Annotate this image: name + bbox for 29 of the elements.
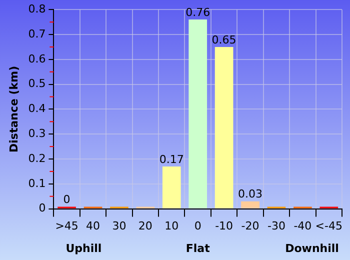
data-label: 0.17 bbox=[159, 152, 184, 166]
x-tick-label: 0 bbox=[194, 219, 202, 232]
x-tick-label: 10 bbox=[164, 219, 179, 232]
y-tick-label: 0 bbox=[38, 202, 46, 215]
x-tick-label: 20 bbox=[138, 219, 152, 232]
x-tick-label: -20 bbox=[241, 219, 260, 232]
x-tick-label: -40 bbox=[294, 219, 312, 232]
y-tick-label: 0.7 bbox=[28, 27, 46, 40]
x-tick-label: <-45 bbox=[315, 219, 342, 232]
x-tick-label: -10 bbox=[215, 219, 234, 232]
data-label: 0.03 bbox=[238, 188, 263, 201]
y-tick-label: 0.6 bbox=[28, 52, 46, 66]
y-tick-label: 0.3 bbox=[28, 126, 46, 140]
text: Flat bbox=[186, 242, 210, 255]
y-axis-title: Distance (km) bbox=[7, 66, 20, 153]
y-tick-label: 0.5 bbox=[28, 77, 46, 90]
y-tick-label: 0.8 bbox=[28, 2, 46, 16]
y-tick-label: 0.4 bbox=[28, 102, 46, 116]
data-label: 0.65 bbox=[212, 33, 236, 46]
y-tick-label: 0.1 bbox=[28, 176, 46, 190]
x-tick-label: -30 bbox=[267, 219, 286, 232]
y-tick-label: 0.2 bbox=[28, 152, 46, 165]
x-tick-label: >45 bbox=[55, 219, 78, 232]
text: Downhill bbox=[285, 242, 339, 255]
data-label: 0.76 bbox=[186, 6, 210, 19]
text: Uphill bbox=[66, 242, 102, 255]
x-tick-label: 40 bbox=[86, 219, 100, 232]
x-tick-label: 30 bbox=[112, 219, 126, 232]
data-label: 0 bbox=[63, 193, 70, 206]
